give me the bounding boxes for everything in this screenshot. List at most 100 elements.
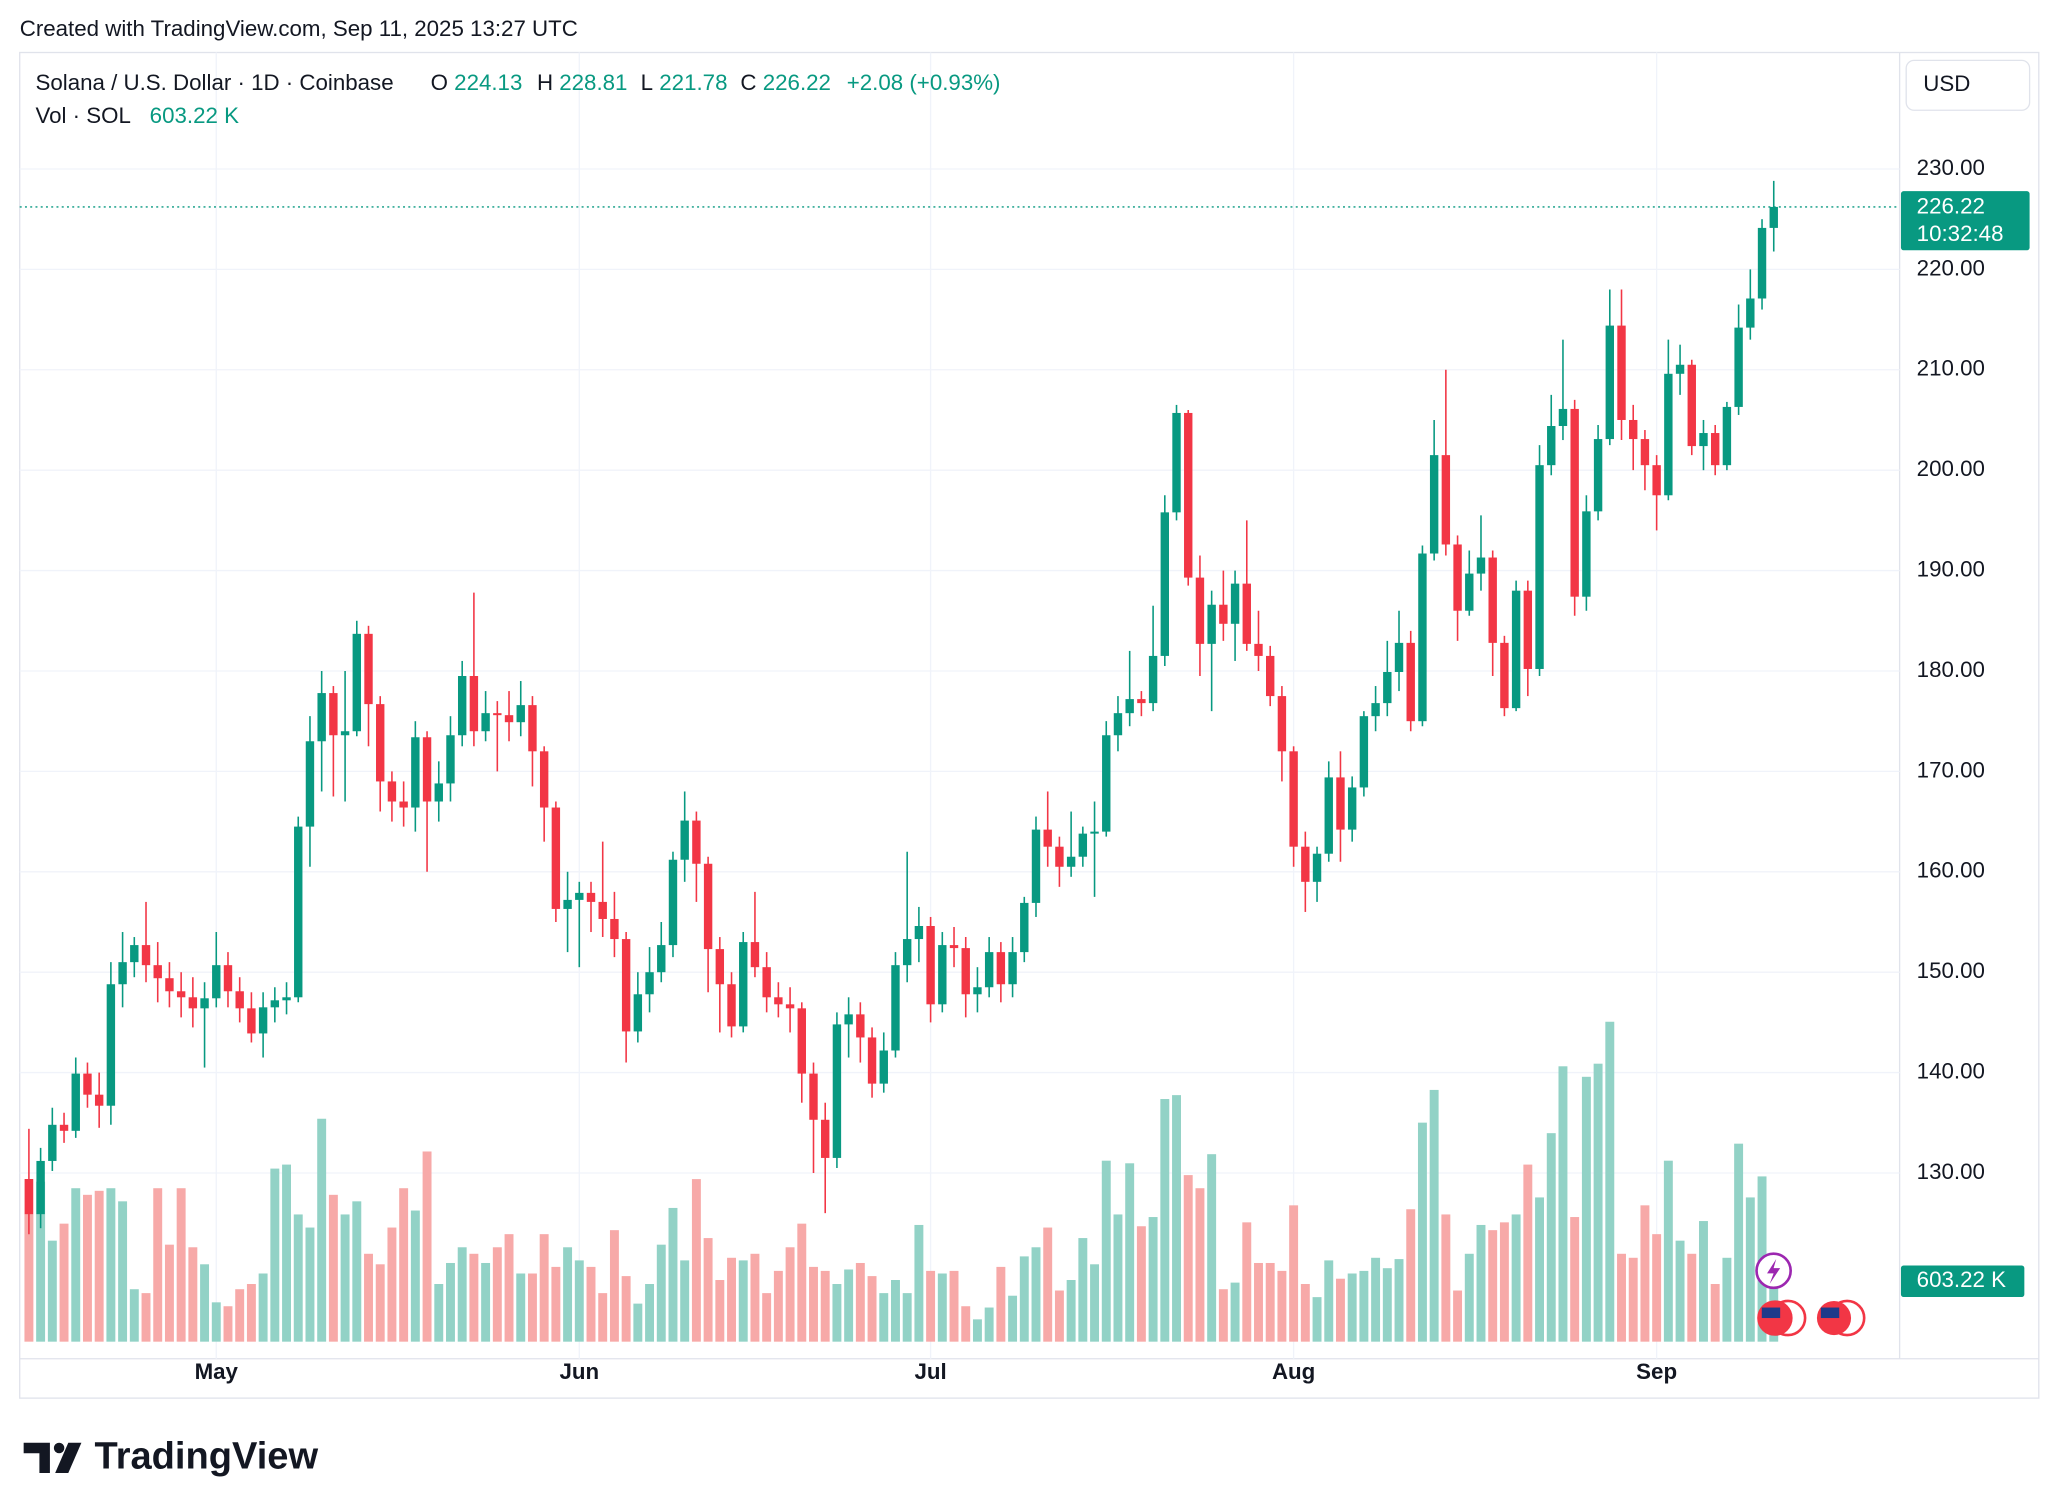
- candle-body: [1710, 433, 1720, 466]
- ohlc-label: O: [431, 70, 448, 95]
- candle-body: [610, 918, 619, 940]
- candle-body: [1605, 325, 1615, 440]
- candle-body: [1453, 544, 1462, 611]
- volume-bar: [71, 1188, 81, 1342]
- candle-body: [1289, 751, 1298, 847]
- y-tick-label: 140.00: [1917, 1058, 1985, 1083]
- volume-bar: [645, 1284, 655, 1342]
- volume-bar: [586, 1266, 596, 1342]
- volume-bar: [1218, 1289, 1228, 1342]
- candle-body: [680, 820, 689, 860]
- volume-bar: [1511, 1214, 1521, 1342]
- candle-body: [856, 1014, 865, 1038]
- candle-body: [1593, 439, 1603, 512]
- candle-body: [1078, 833, 1088, 857]
- candle-body: [36, 1160, 45, 1215]
- volume-bar: [504, 1234, 514, 1342]
- volume-bar: [1335, 1278, 1345, 1342]
- candle-body: [1219, 604, 1228, 624]
- volume-bar: [434, 1284, 444, 1342]
- volume-bar: [972, 1319, 982, 1342]
- volume-bar: [1640, 1205, 1650, 1342]
- candle-body: [984, 952, 994, 988]
- volume-bar: [410, 1210, 420, 1342]
- volume-bar: [1429, 1089, 1439, 1342]
- candle-body: [493, 713, 502, 716]
- candle-body: [399, 801, 408, 808]
- volume-bar: [340, 1214, 350, 1342]
- x-tick-label: Sep: [1636, 1359, 1677, 1384]
- volume-bar: [1617, 1253, 1626, 1342]
- volume-bar: [715, 1280, 725, 1342]
- volume-bar: [293, 1214, 303, 1342]
- candle-body: [1172, 412, 1181, 513]
- candle-body: [1090, 831, 1099, 834]
- volume-bar: [820, 1270, 830, 1342]
- volume-bar: [1265, 1262, 1275, 1342]
- candle-body: [1465, 573, 1474, 611]
- volume-bar: [1652, 1234, 1662, 1342]
- volume-bar: [691, 1179, 701, 1342]
- volume-bar: [469, 1253, 479, 1342]
- candle-body: [1640, 439, 1650, 466]
- candle-body: [176, 991, 186, 998]
- candle-body: [1184, 412, 1193, 578]
- event-icon: [1761, 1307, 1781, 1319]
- candle-body: [1137, 699, 1146, 704]
- volume-bar: [1734, 1143, 1744, 1342]
- volume-legend: Vol · SOL 603.22 K: [35, 103, 239, 128]
- open-value: 224.13: [454, 70, 522, 95]
- candle-body: [516, 705, 525, 723]
- candle-body: [1125, 699, 1134, 714]
- volume-bar: [1499, 1222, 1509, 1342]
- candle-body: [1746, 298, 1755, 328]
- volume-bar: [937, 1273, 947, 1342]
- candle-body: [434, 783, 443, 802]
- candle-body: [1406, 642, 1415, 722]
- volume-bar: [1008, 1295, 1018, 1342]
- candle-body: [563, 899, 572, 909]
- volume-bar: [387, 1227, 397, 1342]
- volume-bar: [563, 1247, 573, 1342]
- candle-body: [1535, 465, 1544, 669]
- ohlc-label: C: [740, 70, 756, 95]
- volume-bar: [176, 1188, 186, 1342]
- volume-bar: [200, 1264, 210, 1342]
- volume-bar: [1453, 1290, 1463, 1342]
- candle-body: [1195, 577, 1205, 644]
- volume-bar: [902, 1293, 912, 1342]
- legend: Solana / U.S. Dollar · 1D · Coinbase O 2…: [35, 70, 1000, 95]
- volume-bar: [1570, 1217, 1580, 1342]
- volume-bar: [926, 1270, 936, 1342]
- volume-bar: [1523, 1164, 1533, 1342]
- volume-bar: [680, 1260, 690, 1342]
- volume-bar: [621, 1276, 631, 1342]
- volume-bar: [984, 1307, 994, 1342]
- event-icon: [1767, 1258, 1781, 1284]
- candle-body: [1652, 465, 1661, 496]
- candle-body: [141, 945, 151, 966]
- high-value: 228.81: [559, 70, 627, 95]
- candle-body: [1418, 553, 1427, 722]
- volume-bar: [1300, 1284, 1310, 1342]
- candle-body: [879, 1050, 888, 1084]
- candle-body: [621, 939, 631, 1032]
- volume-bar: [656, 1244, 666, 1342]
- candle-body: [387, 781, 397, 802]
- candle-body: [1242, 583, 1251, 644]
- logo-mark: [55, 1442, 82, 1473]
- volume-bar: [153, 1188, 163, 1342]
- currency[interactable]: USD: [1923, 71, 1970, 96]
- volume-bar: [446, 1262, 455, 1342]
- volume-bar: [914, 1224, 924, 1342]
- candle-body: [1055, 846, 1064, 867]
- currency-button[interactable]: [1905, 59, 2031, 111]
- volume-bar: [762, 1293, 772, 1342]
- candle-body: [1277, 696, 1287, 752]
- candle-body: [1687, 364, 1696, 447]
- candle-body: [575, 892, 584, 900]
- candle-body: [1207, 604, 1216, 644]
- volume-bar: [141, 1293, 151, 1342]
- candle-body: [938, 945, 947, 1005]
- candle-body: [996, 952, 1006, 985]
